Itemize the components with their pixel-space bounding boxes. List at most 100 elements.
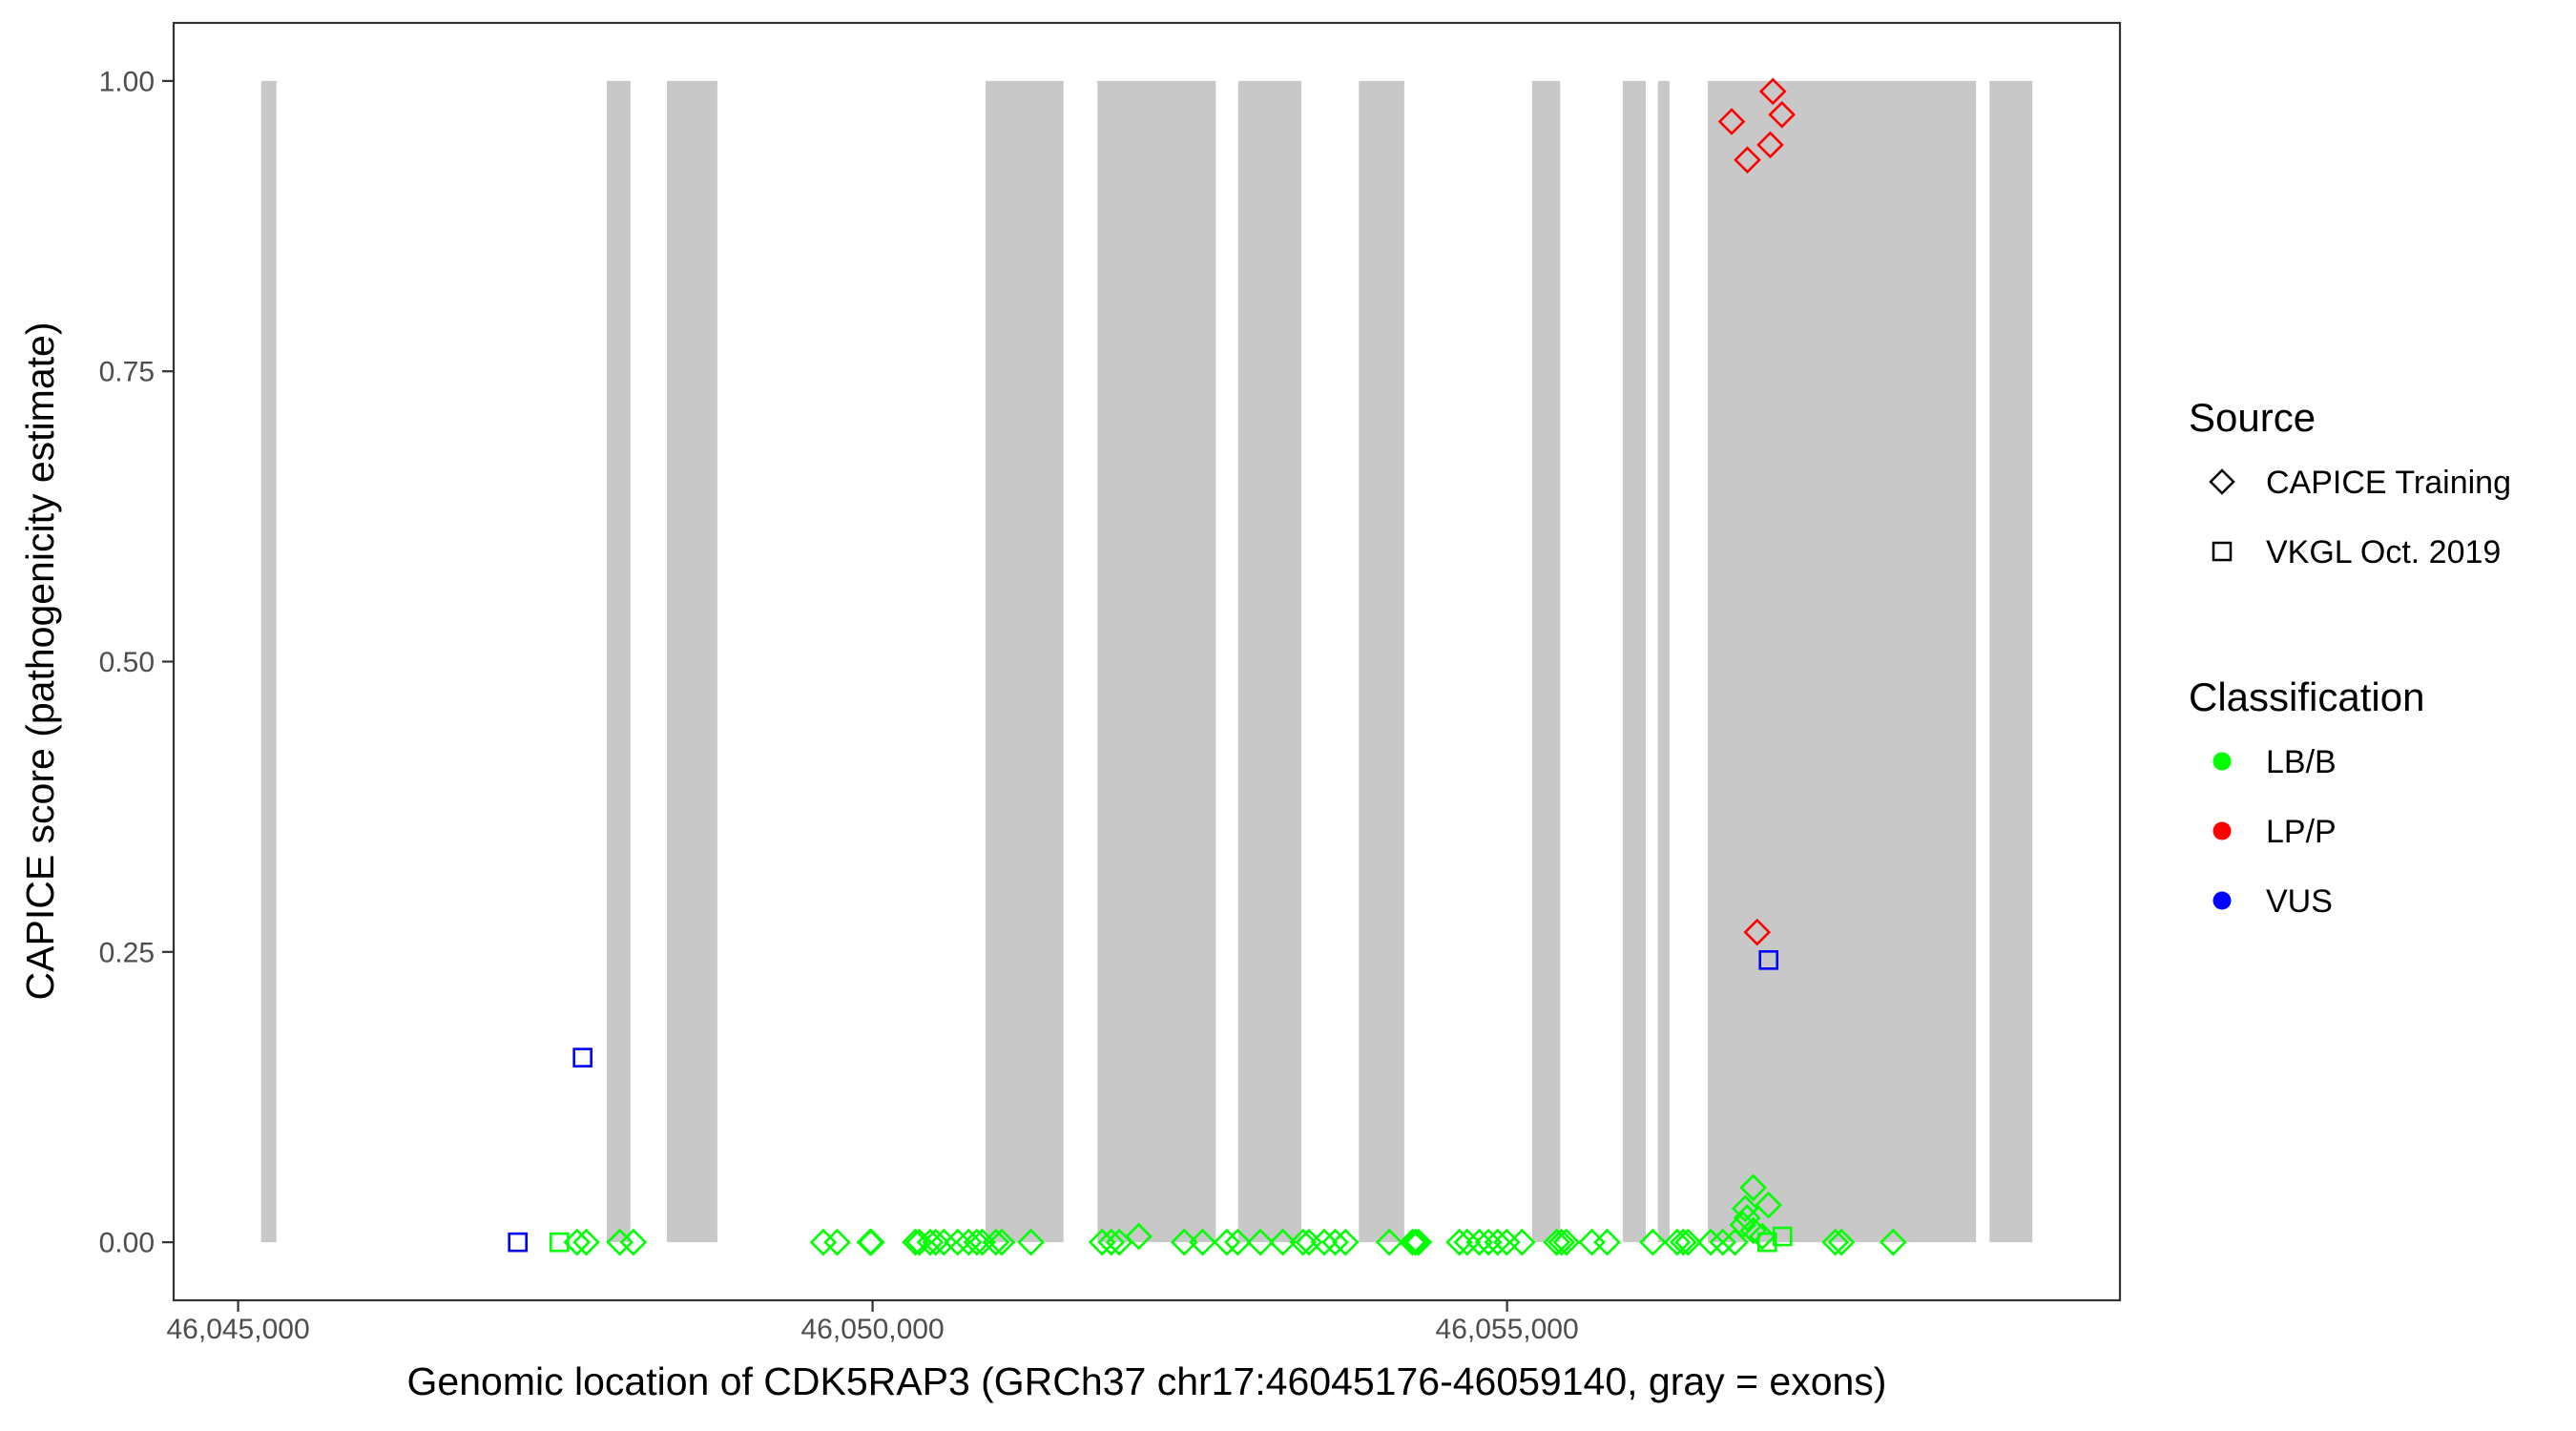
data-point-diamond [1224, 1228, 1252, 1256]
data-point-square [550, 1232, 570, 1253]
data-point-diamond [968, 1228, 996, 1256]
data-point-diamond [1879, 1228, 1907, 1256]
legend-title-source: Source [2189, 395, 2316, 440]
data-point-diamond [1543, 1228, 1570, 1256]
data-point-diamond [944, 1228, 972, 1256]
vus-dot-icon [2212, 891, 2232, 910]
data-point-diamond [954, 1228, 983, 1256]
x-tick-label: 46,045,000 [166, 1314, 309, 1345]
data-point-diamond [1739, 1173, 1767, 1202]
data-point-diamond [823, 1228, 851, 1256]
data-point-diamond [922, 1228, 950, 1256]
data-point-diamond [1246, 1228, 1275, 1256]
data-point-square [1758, 950, 1779, 970]
data-point-diamond [1507, 1228, 1536, 1256]
data-point-diamond [1404, 1228, 1433, 1256]
legend-label-vkgl: VKGL Oct. 2019 [2266, 534, 2501, 570]
data-point-diamond [1289, 1228, 1318, 1256]
data-point-diamond [1733, 1204, 1761, 1232]
data-point-diamond [1170, 1228, 1198, 1256]
exon-bar [1359, 80, 1404, 1243]
data-point-diamond [1017, 1228, 1045, 1256]
y-tick-label: 0.00 [99, 1228, 155, 1259]
data-point-diamond [1552, 1228, 1581, 1256]
data-point-diamond [1821, 1228, 1850, 1256]
data-point-square [1772, 1226, 1793, 1247]
y-tick-label: 1.00 [99, 66, 155, 97]
y-axis-title: CAPICE score (pathogenicity estimate) [18, 322, 62, 1001]
data-point-diamond [1670, 1228, 1697, 1256]
y-tick-label: 0.25 [99, 937, 155, 968]
legend: Source CAPICE Training VKGL Oct. 2019 Cl… [2189, 395, 2511, 920]
data-point-diamond [606, 1228, 634, 1256]
exon-bar [1622, 80, 1646, 1243]
data-point-diamond [572, 1228, 600, 1256]
data-point-diamond [1717, 108, 1746, 135]
legend-label-vus: VUS [2266, 883, 2333, 920]
diamond-icon [2209, 468, 2235, 495]
data-point-diamond [857, 1228, 885, 1256]
legend-label-lbb: LB/B [2266, 744, 2337, 780]
data-point-diamond [1548, 1228, 1575, 1256]
data-point-diamond [1453, 1228, 1482, 1256]
exon-bar [1237, 80, 1301, 1243]
exon-bar [1657, 80, 1670, 1243]
data-point-diamond [1189, 1228, 1216, 1256]
data-point-diamond [1474, 1228, 1503, 1256]
data-point-diamond [1674, 1228, 1702, 1256]
data-point-diamond [963, 1228, 991, 1256]
data-point-diamond [1663, 1228, 1692, 1256]
data-point-square [572, 1047, 592, 1068]
exon-bar [1708, 80, 1977, 1243]
exon-bar [606, 80, 631, 1243]
exon-bar [666, 80, 717, 1243]
legend-label-lpp: LP/P [2266, 814, 2337, 850]
exon-bar [1989, 80, 2033, 1243]
data-point-diamond [1756, 131, 1784, 159]
exon-bar [985, 80, 1064, 1243]
data-point-diamond [1399, 1228, 1426, 1256]
data-point-diamond [982, 1228, 1010, 1256]
data-point-diamond [1321, 1228, 1349, 1256]
square-icon [2212, 541, 2233, 562]
y-axis: 0.00 0.25 0.50 0.75 1.00 [99, 66, 174, 1259]
data-point-diamond [1593, 1228, 1621, 1256]
data-point-diamond [1731, 1194, 1759, 1223]
data-point-diamond [1484, 1228, 1512, 1256]
exon-bar [1097, 80, 1216, 1243]
data-point-diamond [1310, 1228, 1339, 1256]
y-tick-label: 0.75 [99, 357, 155, 388]
data-point-diamond [1465, 1228, 1493, 1256]
exon-layer [260, 80, 2033, 1243]
data-point-diamond [929, 1228, 958, 1256]
data-point-diamond [619, 1228, 648, 1256]
data-point-diamond [809, 1228, 838, 1256]
data-point-diamond [1768, 100, 1797, 129]
data-point-diamond [1709, 1228, 1737, 1256]
points-layer [508, 77, 1907, 1256]
data-point-diamond [1696, 1228, 1725, 1256]
x-axis: 46,045,000 46,050,000 46,055,000 [166, 1300, 1579, 1345]
x-axis-title: Genomic location of CDK5RAP3 (GRCh37 chr… [407, 1359, 1887, 1403]
data-point-diamond [1445, 1228, 1473, 1256]
lpp-dot-icon [2212, 821, 2232, 840]
data-point-diamond [1125, 1222, 1153, 1251]
data-point-diamond [1375, 1228, 1403, 1256]
data-point-diamond [1269, 1228, 1297, 1256]
data-point-diamond [1213, 1228, 1241, 1256]
data-point-square [1756, 1232, 1777, 1253]
exon-bar [1531, 80, 1561, 1243]
data-point-diamond [1639, 1228, 1667, 1256]
data-point-diamond [916, 1228, 945, 1256]
lbb-dot-icon [2212, 752, 2232, 771]
legend-label-capice-training: CAPICE Training [2266, 465, 2511, 501]
x-tick-label: 46,055,000 [1436, 1314, 1579, 1345]
data-point-diamond [1331, 1228, 1360, 1256]
data-point-diamond [1402, 1228, 1430, 1256]
exon-bar [260, 80, 277, 1243]
data-point-diamond [1827, 1228, 1856, 1256]
data-point-diamond [1755, 1191, 1782, 1219]
y-tick-label: 0.50 [99, 647, 155, 678]
data-point-diamond [1734, 146, 1761, 174]
